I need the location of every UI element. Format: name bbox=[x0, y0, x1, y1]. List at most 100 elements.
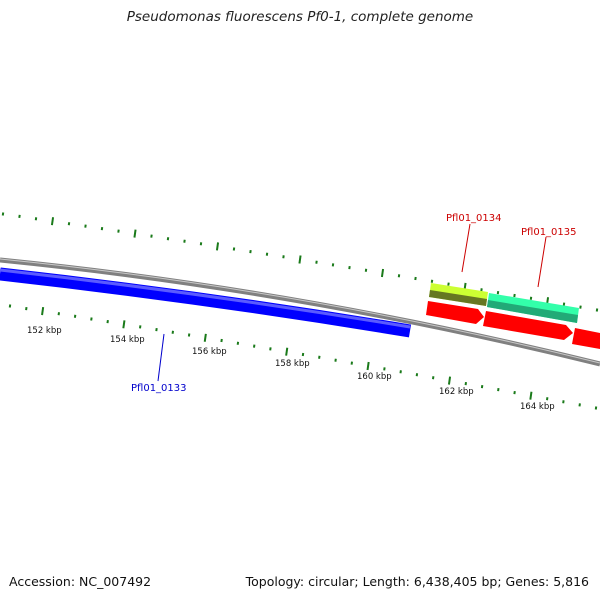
scale-tick bbox=[90, 317, 93, 321]
scale-tick bbox=[497, 387, 500, 392]
accession-text: Accession: NC_007492 bbox=[9, 574, 152, 589]
scale-tick bbox=[41, 306, 45, 316]
scale-tick bbox=[25, 306, 28, 311]
scale-tick bbox=[139, 325, 142, 329]
scale-tick bbox=[380, 268, 385, 278]
scale-tick bbox=[595, 308, 599, 312]
scale-label-158: 158 kbp bbox=[275, 359, 310, 369]
scale-tick bbox=[383, 367, 386, 371]
scale-tick bbox=[513, 390, 516, 395]
scale-tick bbox=[236, 341, 240, 345]
scale-tick bbox=[171, 330, 174, 334]
scale-tick bbox=[8, 304, 12, 308]
scale-tick bbox=[73, 314, 77, 318]
scale-tick bbox=[155, 327, 158, 332]
scale-tick bbox=[282, 255, 285, 259]
scale-tick bbox=[106, 319, 109, 324]
inner-scale-ticks bbox=[8, 304, 598, 410]
scale-tick bbox=[269, 347, 272, 351]
scale-tick bbox=[50, 217, 55, 226]
scale-tick bbox=[249, 249, 252, 254]
scale-tick bbox=[480, 384, 484, 389]
scale-tick bbox=[122, 320, 126, 329]
red-cds-arrow-1[interactable] bbox=[426, 301, 484, 324]
scale-tick bbox=[318, 355, 321, 359]
scale-tick bbox=[1, 212, 5, 216]
feature-pfl01-0134-shade bbox=[429, 290, 487, 306]
scale-tick bbox=[166, 237, 170, 241]
scale-tick bbox=[334, 358, 337, 362]
scale-tick bbox=[594, 406, 598, 410]
scale-tick bbox=[331, 263, 335, 267]
scale-tick bbox=[220, 338, 223, 343]
scale-label-162: 162 kbp bbox=[439, 387, 474, 397]
scale-tick bbox=[350, 361, 353, 365]
scale-tick bbox=[366, 361, 370, 371]
scale-tick bbox=[67, 222, 71, 226]
feature-pfl01-0133[interactable] bbox=[0, 267, 412, 338]
scale-tick bbox=[57, 312, 60, 316]
scale-tick bbox=[315, 260, 318, 264]
genome-backbone bbox=[0, 257, 600, 367]
scale-tick bbox=[199, 242, 203, 246]
scale-tick bbox=[84, 224, 87, 228]
scale-tick bbox=[432, 376, 435, 380]
scale-tick bbox=[285, 347, 289, 356]
scale-tick bbox=[496, 290, 500, 295]
scale-tick bbox=[430, 279, 434, 283]
scale-tick bbox=[232, 247, 236, 251]
scale-label-164: 164 kbp bbox=[520, 402, 555, 412]
scale-tick bbox=[546, 397, 549, 401]
leader-line-pfl01-0133 bbox=[157, 333, 165, 382]
scale-label-152: 152 kbp bbox=[27, 326, 62, 336]
scale-tick bbox=[150, 234, 153, 238]
scale-tick bbox=[447, 282, 450, 286]
scale-tick bbox=[529, 391, 533, 400]
scale-tick bbox=[562, 400, 565, 404]
scale-tick bbox=[298, 255, 302, 264]
genome-backbone-highlight bbox=[0, 258, 600, 364]
scale-tick bbox=[34, 217, 38, 221]
scale-tick bbox=[480, 288, 483, 292]
scale-tick bbox=[415, 373, 419, 377]
leader-line-pfl01-0134 bbox=[461, 223, 471, 273]
scale-tick bbox=[348, 265, 351, 270]
scale-label-156: 156 kbp bbox=[192, 347, 227, 357]
feature-pfl01-0135-shade bbox=[487, 300, 578, 323]
scale-tick bbox=[215, 242, 220, 251]
scale-tick bbox=[117, 229, 120, 233]
red-cds-arrow-3[interactable] bbox=[572, 328, 600, 349]
gene-label-pfl01-0133[interactable]: Pfl01_0133 bbox=[131, 383, 187, 394]
scale-tick bbox=[183, 239, 186, 243]
map-title: Pseudomonas fluorescens Pf0-1, complete … bbox=[126, 9, 474, 25]
scale-tick bbox=[100, 226, 104, 231]
scale-tick bbox=[414, 276, 417, 281]
scale-tick bbox=[18, 214, 21, 219]
scale-tick bbox=[578, 403, 581, 407]
outer-scale-ticks bbox=[1, 212, 599, 312]
scale-tick bbox=[203, 333, 207, 342]
scale-tick bbox=[464, 381, 467, 386]
genome-summary-text: Topology: circular; Length: 6,438,405 bp… bbox=[245, 574, 589, 589]
scale-tick bbox=[529, 296, 533, 300]
scale-tick bbox=[364, 268, 368, 272]
leader-line-pfl01-0135 bbox=[537, 236, 547, 288]
scale-tick bbox=[265, 252, 269, 256]
scale-tick bbox=[187, 333, 191, 337]
gene-label-pfl01-0134[interactable]: Pfl01_0134 bbox=[446, 213, 502, 224]
red-cds-arrow-2[interactable] bbox=[483, 311, 573, 340]
scale-tick bbox=[397, 274, 401, 278]
scale-tick bbox=[579, 305, 582, 309]
scale-tick bbox=[562, 302, 566, 306]
scale-tick bbox=[301, 352, 305, 357]
scale-tick bbox=[399, 370, 402, 374]
scale-label-154: 154 kbp bbox=[110, 335, 145, 345]
feature-pfl01-0133-highlight bbox=[0, 268, 411, 329]
scale-tick bbox=[253, 344, 256, 348]
scale-tick bbox=[447, 376, 452, 385]
scale-label-160: 160 kbp bbox=[357, 372, 392, 382]
gene-label-pfl01-0135[interactable]: Pfl01_0135 bbox=[521, 227, 577, 238]
scale-tick bbox=[133, 229, 137, 238]
scale-tick bbox=[513, 293, 516, 298]
